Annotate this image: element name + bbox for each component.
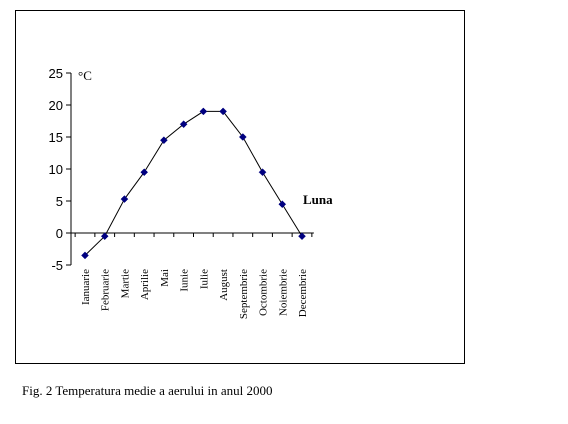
chart-frame: 25 20 15 10 5 0 -5 Ianuarie Februarie Martie Apri… <box>15 10 465 364</box>
figure-caption: Fig. 2 Temperatura medie a aerului in an… <box>22 383 273 398</box>
x-tick-label: Decembrie <box>297 269 309 317</box>
x-tick-label: Iulie <box>198 269 210 289</box>
y-tick-label: 10 <box>49 162 63 177</box>
x-tick-label: Noiembrie <box>277 269 289 316</box>
y-tick-label: 5 <box>56 194 63 209</box>
x-tick-label: Mai <box>159 269 171 287</box>
x-tick-label: August <box>218 269 230 301</box>
temperature-chart: 25 20 15 10 5 0 -5 Ianuarie Februarie Martie Apri… <box>49 66 334 319</box>
data-point <box>140 168 149 177</box>
data-point <box>298 232 306 241</box>
series-line <box>84 110 303 256</box>
x-tick-label: Ianuarie <box>80 269 92 305</box>
data-point <box>258 168 267 177</box>
data-point <box>100 232 109 241</box>
y-axis: 25 20 15 10 5 0 -5 <box>49 66 72 273</box>
y-tick-label: 0 <box>56 226 63 241</box>
x-tick-label: Octombrie <box>258 269 270 316</box>
data-point <box>219 107 227 116</box>
data-point <box>278 200 287 209</box>
y-axis-unit-label: °C <box>78 68 92 83</box>
data-point <box>160 136 168 145</box>
x-tick-label: Iunie <box>179 269 191 292</box>
x-tick-label: Septembrie <box>238 269 250 319</box>
x-tick-label: Aprilie <box>139 269 151 300</box>
data-point <box>179 120 188 129</box>
data-point <box>81 251 89 260</box>
data-point <box>238 133 247 141</box>
series <box>81 107 306 260</box>
data-point <box>199 107 208 116</box>
x-axis-title: Luna <box>303 192 333 207</box>
y-tick-label: -5 <box>51 258 63 273</box>
y-tick-label: 25 <box>49 66 63 81</box>
data-point <box>120 195 129 203</box>
y-tick-label: 15 <box>49 130 63 145</box>
y-tick-label: 20 <box>49 98 63 113</box>
x-tick-label: Februarie <box>100 269 112 311</box>
x-axis: Ianuarie Februarie Martie Aprilie Mai Iunie Iu… <box>71 232 314 319</box>
x-tick-label: Martie <box>119 269 131 298</box>
